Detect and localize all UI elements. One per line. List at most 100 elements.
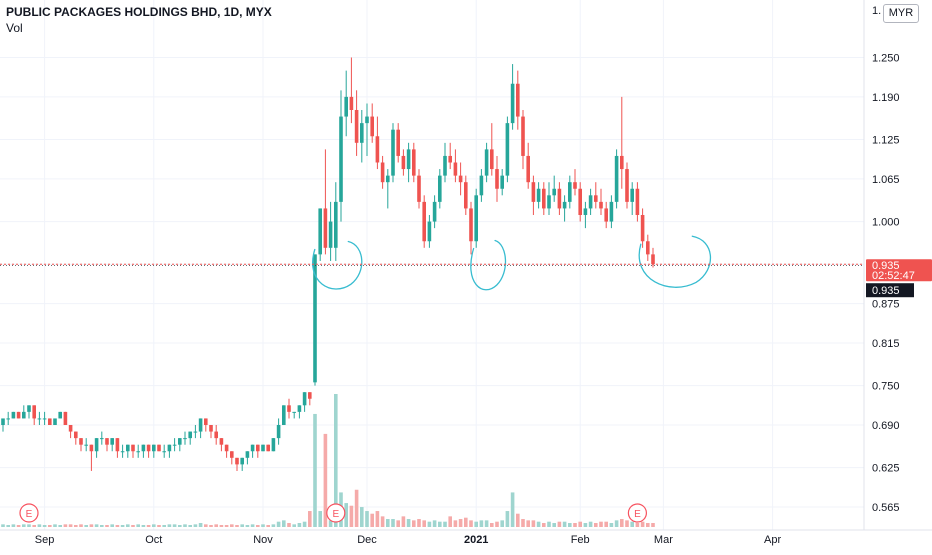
volume-bar bbox=[531, 520, 536, 527]
volume-bar bbox=[375, 511, 380, 527]
candle-body bbox=[178, 438, 182, 445]
candle-body bbox=[167, 444, 172, 452]
volume-bar bbox=[406, 519, 411, 527]
price-tick-label: 0.690 bbox=[872, 420, 900, 432]
volume-bar bbox=[120, 525, 125, 527]
volume-bar bbox=[162, 525, 166, 527]
volume-bar bbox=[427, 521, 432, 527]
candle-body bbox=[297, 405, 302, 412]
candle-body bbox=[557, 188, 562, 209]
volume-bar bbox=[250, 524, 255, 527]
candle-body bbox=[406, 149, 411, 170]
volume-bar bbox=[94, 524, 99, 527]
volume-bar bbox=[573, 523, 577, 527]
volume-bar bbox=[620, 519, 624, 527]
price-tick-label: 1.065 bbox=[872, 174, 900, 186]
candle-body bbox=[141, 444, 146, 452]
volume-bar bbox=[313, 413, 317, 527]
price-tick-label: 0.815 bbox=[872, 338, 900, 350]
volume-bar bbox=[640, 521, 645, 527]
candle-body bbox=[105, 438, 109, 445]
candle-body bbox=[578, 188, 582, 215]
candle-body bbox=[308, 392, 312, 399]
time-tick-label: Feb bbox=[571, 534, 590, 546]
volume-bar bbox=[183, 524, 187, 527]
volume-bars bbox=[1, 394, 655, 527]
candle-body bbox=[11, 411, 16, 419]
candle-body bbox=[516, 83, 520, 117]
circle-annotation bbox=[638, 235, 712, 288]
volume-bar bbox=[219, 525, 224, 527]
candle-body bbox=[204, 418, 208, 425]
candle-body bbox=[146, 444, 151, 452]
volume-bar bbox=[328, 520, 333, 527]
volume-bar bbox=[448, 516, 452, 527]
volume-bar bbox=[401, 516, 406, 527]
candle-body bbox=[609, 201, 614, 222]
volume-bar bbox=[276, 521, 281, 527]
candle-body bbox=[500, 175, 504, 189]
candle-body bbox=[552, 188, 556, 196]
volume-bar bbox=[360, 507, 364, 527]
candle-body bbox=[583, 208, 588, 215]
volume-bar bbox=[396, 520, 400, 527]
price-tick-label: 1.190 bbox=[872, 92, 900, 104]
volume-bar bbox=[542, 523, 546, 527]
volume-bar bbox=[11, 524, 16, 527]
candle-body bbox=[604, 208, 608, 222]
candle-body bbox=[302, 392, 307, 406]
candle-body bbox=[230, 451, 234, 458]
candle-body bbox=[240, 457, 244, 465]
candle-body bbox=[32, 405, 36, 419]
volume-bar bbox=[349, 505, 354, 527]
candle-body bbox=[620, 155, 624, 170]
candle-body bbox=[89, 444, 94, 452]
candle-body bbox=[505, 123, 510, 176]
currency-badge[interactable]: MYR bbox=[883, 4, 919, 23]
candle-body bbox=[188, 431, 192, 439]
time-tick-label: Sep bbox=[35, 534, 55, 546]
candle-body bbox=[224, 444, 229, 452]
candle-body bbox=[542, 188, 546, 209]
volume-bar bbox=[157, 525, 161, 527]
volume-bar bbox=[417, 519, 421, 527]
candle-body bbox=[209, 425, 213, 432]
volume-bar bbox=[422, 520, 426, 527]
volume-bar bbox=[74, 525, 78, 527]
circle-annotation bbox=[470, 239, 507, 291]
candle-body bbox=[479, 175, 484, 196]
circle-annotations[interactable] bbox=[0, 235, 864, 291]
candle-body bbox=[588, 195, 593, 209]
volume-bar bbox=[479, 520, 484, 527]
candle-body bbox=[152, 444, 156, 452]
candle-body bbox=[183, 438, 187, 440]
candle-body bbox=[120, 451, 125, 453]
candle-body bbox=[292, 411, 296, 413]
candle-body bbox=[318, 208, 322, 255]
candle-body bbox=[115, 438, 120, 452]
volume-indicator-label[interactable]: Vol bbox=[6, 21, 23, 35]
crosshair-price-label: 0.935 bbox=[872, 285, 900, 297]
time-axis[interactable]: Sep Oct Nov Dec 2021 Feb Mar Apr bbox=[35, 534, 782, 546]
candle-body bbox=[401, 155, 406, 170]
candle-body bbox=[448, 155, 452, 163]
candle-body bbox=[63, 411, 68, 425]
volume-bar bbox=[42, 525, 47, 527]
price-tick-label: 0.565 bbox=[872, 502, 900, 514]
time-tick-label: Oct bbox=[145, 534, 162, 546]
volume-bar bbox=[412, 520, 416, 527]
volume-bar bbox=[297, 523, 302, 527]
price-axis[interactable]: 1.250 1.190 1.125 1.065 1.000 0.935 0.875 0.815… bbox=[0, 0, 932, 531]
volume-bar bbox=[438, 521, 442, 527]
volume-bar bbox=[131, 525, 135, 527]
candle-body bbox=[261, 444, 265, 452]
volume-bar bbox=[167, 524, 172, 527]
candle-body bbox=[1, 418, 5, 425]
price-tick-label: 0.625 bbox=[872, 463, 900, 475]
candle-body bbox=[427, 221, 432, 242]
candle-body bbox=[594, 195, 598, 202]
volume-bar bbox=[391, 519, 395, 527]
